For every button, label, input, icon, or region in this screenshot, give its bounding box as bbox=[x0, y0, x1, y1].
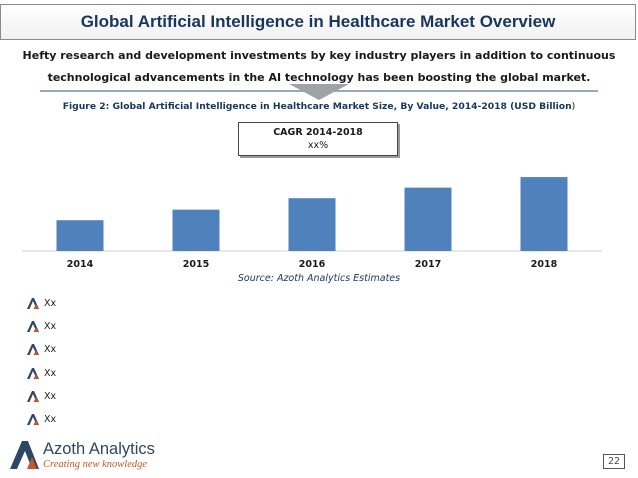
bullet-a-icon bbox=[27, 414, 39, 426]
cagr-label: CAGR 2014-2018 bbox=[273, 127, 363, 138]
bullet-text: Xx bbox=[44, 390, 57, 402]
bar-2016 bbox=[288, 198, 336, 251]
x-tick-label: 2015 bbox=[183, 259, 209, 270]
subtitle: Hefty research and development investmen… bbox=[10, 45, 628, 89]
company-logo: Azoth Analytics Creating new knowledge bbox=[8, 438, 188, 472]
bullet-a-icon bbox=[27, 367, 39, 379]
bullet-text: Xx bbox=[44, 414, 57, 426]
bullet-text: Xx bbox=[44, 298, 57, 310]
cagr-value: xx% bbox=[307, 140, 329, 151]
logo-a-icon bbox=[10, 441, 39, 469]
down-arrow-icon bbox=[289, 84, 349, 100]
slide-title: Global Artificial Intelligence in Health… bbox=[80, 12, 556, 31]
bullet-text: Xx bbox=[44, 321, 57, 333]
bullet-a-icon bbox=[27, 321, 39, 333]
logo-name: Azoth Analytics bbox=[43, 440, 155, 458]
figure-caption: Figure 2: Global Artificial Intelligence… bbox=[0, 101, 638, 112]
figure-caption-text: Figure 2: Global Artificial Intelligence… bbox=[62, 101, 572, 112]
bullet-a-icon bbox=[27, 298, 39, 310]
bullet-list: Xx Xx Xx Xx Xx Xx bbox=[27, 292, 56, 431]
x-tick-label: 2016 bbox=[299, 259, 326, 270]
bullet-item: Xx bbox=[27, 385, 56, 408]
bar-2015 bbox=[172, 209, 220, 251]
bullet-a-icon bbox=[27, 390, 39, 402]
logo-tagline: Creating new knowledge bbox=[43, 459, 148, 470]
bullet-item: Xx bbox=[27, 362, 56, 385]
x-tick-label: 2018 bbox=[531, 259, 558, 270]
bar-chart: 2014 2015 2016 2017 2018 bbox=[22, 177, 602, 270]
bullet-text: Xx bbox=[44, 344, 57, 356]
figure-caption-close: ) bbox=[571, 101, 576, 112]
page-number: 22 bbox=[603, 454, 625, 469]
bullet-item: Xx bbox=[27, 338, 56, 361]
subtitle-line-2: technological advancements in the AI tec… bbox=[47, 71, 591, 84]
bullet-item: Xx bbox=[27, 292, 56, 315]
bar-2018 bbox=[520, 177, 568, 251]
subtitle-line-1: Hefty research and development investmen… bbox=[22, 49, 616, 62]
x-tick-label: 2017 bbox=[415, 259, 441, 270]
x-tick-label: 2014 bbox=[67, 259, 94, 270]
bar-2014 bbox=[56, 220, 104, 251]
bar-2017 bbox=[404, 187, 452, 251]
bullet-text: Xx bbox=[44, 367, 57, 379]
bullet-item: Xx bbox=[27, 408, 56, 431]
bullet-item: Xx bbox=[27, 315, 56, 338]
source-note: Source: Azoth Analytics Estimates bbox=[237, 273, 401, 284]
bullet-a-icon bbox=[27, 344, 39, 356]
cagr-callout: CAGR 2014-2018 xx% bbox=[238, 122, 398, 156]
title-banner: Global Artificial Intelligence in Health… bbox=[0, 4, 636, 40]
